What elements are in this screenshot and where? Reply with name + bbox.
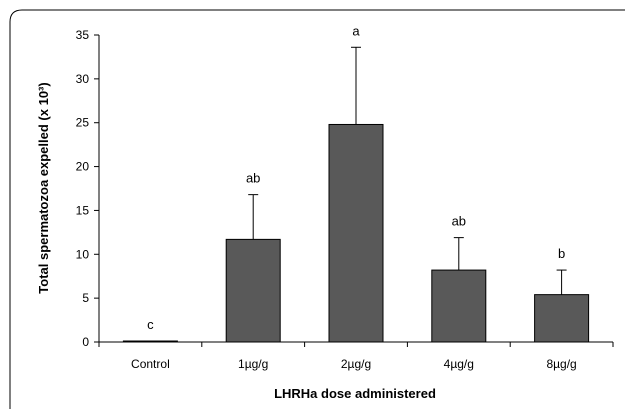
x-tick-label: Control bbox=[131, 357, 170, 371]
x-tick-label: 2µg/g bbox=[341, 357, 371, 371]
significance-label: c bbox=[147, 317, 154, 332]
y-tick-label: 0 bbox=[82, 335, 89, 349]
bar bbox=[431, 269, 487, 343]
significance-label: a bbox=[352, 23, 360, 38]
y-tick-label: 35 bbox=[76, 28, 90, 42]
bar bbox=[225, 238, 281, 343]
y-tick-label: 15 bbox=[76, 203, 90, 217]
significance-label: ab bbox=[452, 214, 466, 229]
significance-label: b bbox=[558, 246, 565, 261]
y-axis-title: Total spermatozoa expelled (x 10³) bbox=[36, 82, 51, 293]
bar bbox=[122, 340, 178, 343]
bar bbox=[534, 294, 590, 343]
x-tick-label: 4µg/g bbox=[444, 357, 474, 371]
significance-label: ab bbox=[246, 171, 260, 186]
bar bbox=[328, 123, 384, 343]
y-tick-label: 5 bbox=[82, 291, 89, 305]
y-tick-label: 10 bbox=[76, 247, 90, 261]
y-tick-label: 30 bbox=[76, 72, 90, 86]
x-tick-label: 8µg/g bbox=[546, 357, 576, 371]
x-tick-label: 1µg/g bbox=[238, 357, 268, 371]
plot-area: 0 5 10 15 20 25 30 35 c Control ab 1µg/g a 2µg/g ab 4µg… bbox=[76, 23, 614, 371]
y-tick-label: 25 bbox=[76, 116, 90, 130]
y-tick-label: 20 bbox=[76, 160, 90, 174]
figure-border bbox=[9, 9, 625, 409]
x-axis-title: LHRHa dose administered bbox=[274, 386, 436, 401]
